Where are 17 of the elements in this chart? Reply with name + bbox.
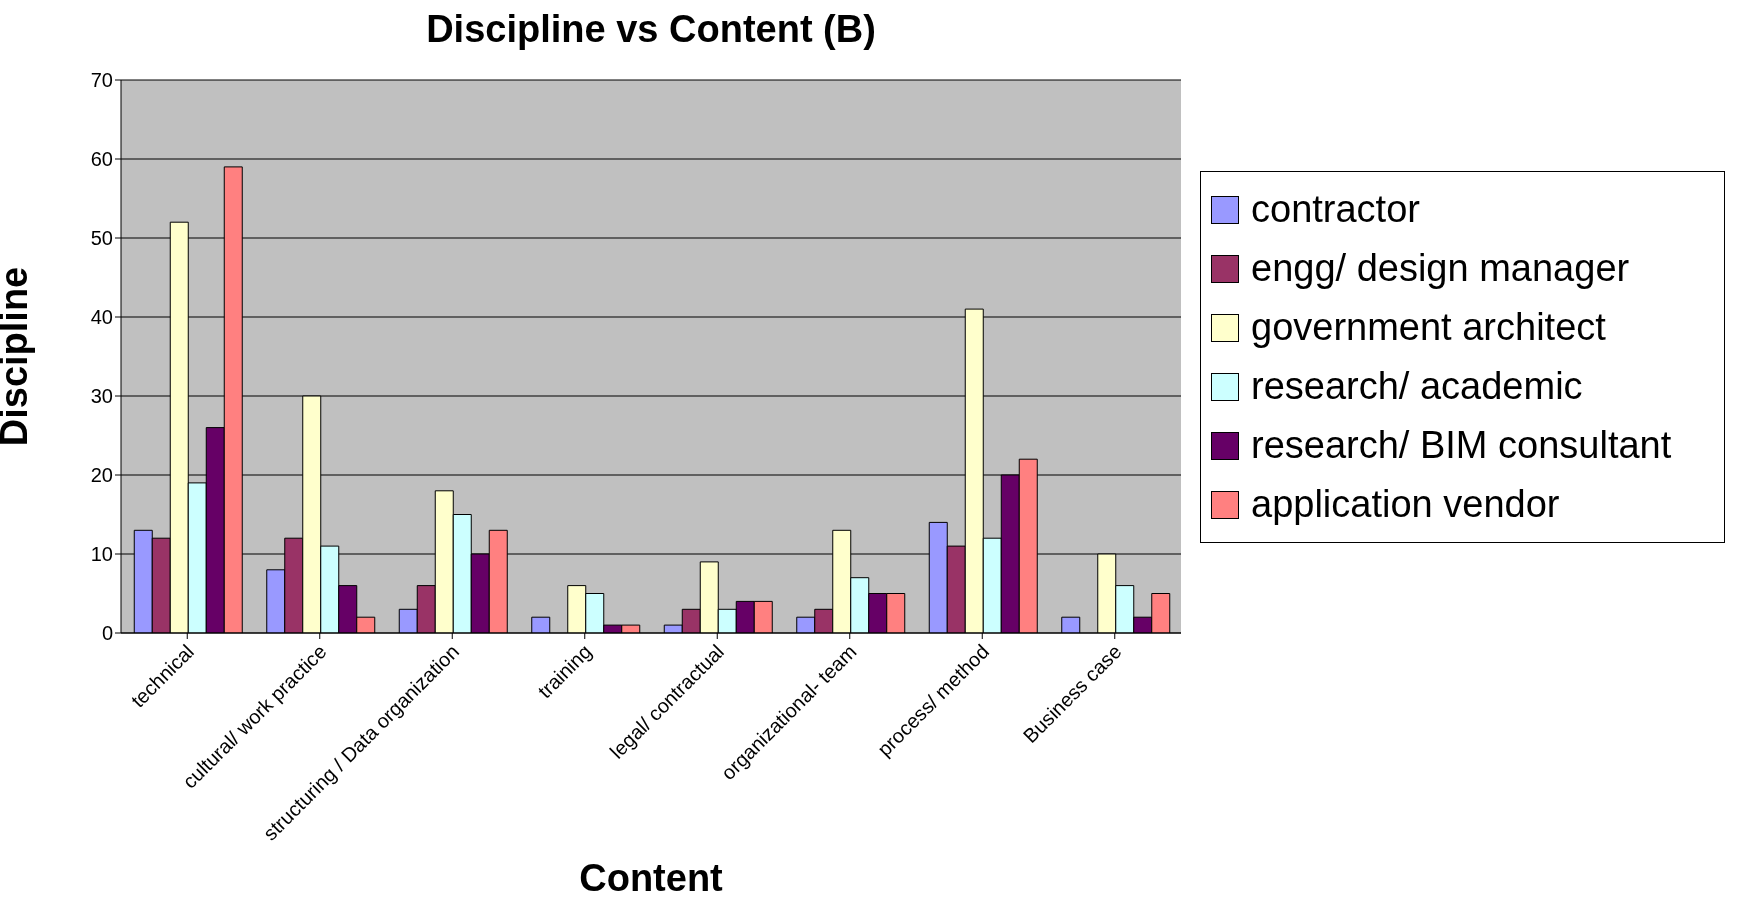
- y-tick-label: 20: [90, 464, 113, 487]
- y-tick-label: 60: [90, 148, 113, 171]
- legend-label: research/ BIM consultant: [1251, 424, 1672, 467]
- y-tick-label: 0: [101, 622, 113, 645]
- y-tick-label: 40: [90, 306, 113, 329]
- y-tick-label: 10: [90, 543, 113, 566]
- y-axis-title: Discipline: [0, 266, 36, 447]
- x-axis-title: Content: [579, 857, 724, 899]
- legend-label: research/ academic: [1251, 365, 1583, 408]
- y-tick-label: 30: [90, 385, 113, 408]
- y-tick-label: 70: [90, 69, 113, 92]
- legend-label: application vendor: [1251, 483, 1560, 526]
- chart-title: Discipline vs Content (B): [425, 8, 877, 51]
- legend-label: engg/ design manager: [1251, 247, 1630, 290]
- y-tick-label: 50: [90, 227, 113, 250]
- legend-label: government architect: [1251, 306, 1606, 349]
- legend-label: contractor: [1251, 188, 1420, 231]
